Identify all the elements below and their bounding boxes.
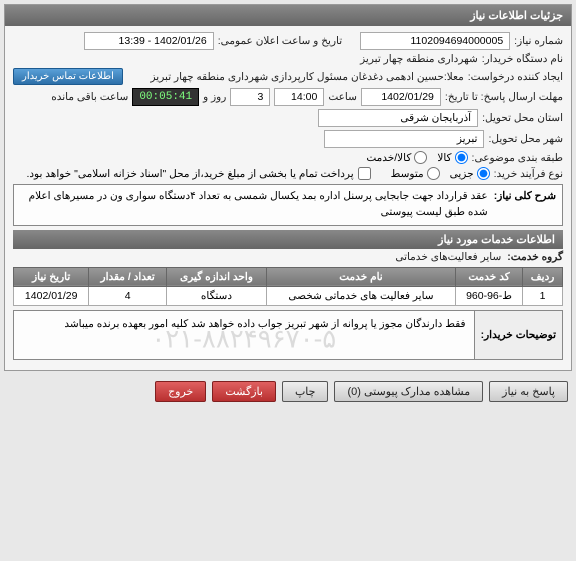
cat-khadamat-option[interactable]: کالا/خدمت [366,151,427,164]
hour-label-1: ساعت [328,91,357,103]
td-code: ط-96-960 [455,286,522,305]
deadline-hour: 14:00 [274,88,324,106]
payment-checkbox-label: پرداخت تمام یا بخشی از مبلغ خرید،از محل … [26,168,353,180]
proc-motavaset-radio[interactable] [427,167,440,180]
days-value: 3 [230,88,270,106]
services-header: اطلاعات خدمات مورد نیاز [13,230,563,249]
desc-text: عقد قرارداد جهت جابجایی پرسنل اداره بمد … [20,189,488,221]
th-date: تاریخ نیاز [14,267,89,286]
cat-khadamat-label: کالا/خدمت [366,152,411,164]
back-button[interactable]: بازگشت [212,381,276,402]
th-unit: واحد اندازه گیری [166,267,266,286]
proc-motavaset-label: متوسط [391,168,424,180]
respond-button[interactable]: پاسخ به نیاز [489,381,568,402]
th-code: کد خدمت [455,267,522,286]
payment-checkbox[interactable] [358,167,371,180]
explain-text-wrap: فقط دارندگان مجوز یا پروانه از شهر تبریز… [14,311,474,359]
category-radio-group: کالا کالا/خدمت [366,151,467,164]
service-group-value: سایر فعالیت‌های خدماتی [395,251,501,263]
buyer-explain-block: توضیحات خریدار: فقط دارندگان مجوز یا پرو… [13,310,563,360]
deadline-label: مهلت ارسال پاسخ: تا تاریخ: [445,91,563,103]
form-area: شماره نیاز: 1102094694000005 تاریخ و ساع… [5,26,571,370]
cat-khadamat-radio[interactable] [414,151,427,164]
th-name: نام خدمت [267,267,456,286]
exit-button[interactable]: خروج [155,381,206,402]
proc-jozi-option[interactable]: جزیی [450,167,490,180]
province-value: آذربایجان شرقی [318,109,478,127]
days-label: روز و [203,91,226,103]
creator-label: ایجاد کننده درخواست: [468,71,563,83]
attachments-button[interactable]: مشاهده مدارک پیوستی (0) [334,381,483,402]
proc-motavaset-option[interactable]: متوسط [391,167,440,180]
need-no-value: 1102094694000005 [360,32,510,50]
remain-label: ساعت باقی مانده [51,91,128,103]
table-row: 1 ط-96-960 سایر فعالیت های خدماتی شخصی د… [14,286,563,305]
countdown-timer: 00:05:41 [132,88,199,106]
creator-value: معلا:حسین ادهمی دغدغان مسئول کارپردازی ش… [127,71,464,83]
th-row: ردیف [523,267,563,286]
explain-text: فقط دارندگان مجوز یا پروانه از شهر تبریز… [64,318,465,330]
buyer-label: نام دستگاه خریدار: [482,53,563,65]
process-label: نوع فرآیند خرید: [494,168,563,180]
footer-buttons: پاسخ به نیاز مشاهده مدارک پیوستی (0) چاپ… [0,375,576,408]
province-label: استان محل تحویل: [482,112,563,124]
explain-label: توضیحات خریدار: [474,311,562,359]
td-qty: 4 [89,286,166,305]
td-name: سایر فعالیت های خدماتی شخصی [267,286,456,305]
need-no-label: شماره نیاز: [514,35,563,47]
services-table: ردیف کد خدمت نام خدمت واحد اندازه گیری ت… [13,267,563,306]
panel-title: جزئیات اطلاعات نیاز [5,5,571,26]
contact-buyer-button[interactable]: اطلاعات تماس خریدار [13,68,123,85]
proc-jozi-label: جزیی [450,168,474,180]
proc-jozi-radio[interactable] [477,167,490,180]
cat-kala-radio[interactable] [455,151,468,164]
td-unit: دستگاه [166,286,266,305]
need-details-panel: جزئیات اطلاعات نیاز شماره نیاز: 11020946… [4,4,572,371]
th-qty: تعداد / مقدار [89,267,166,286]
cat-kala-option[interactable]: کالا [437,151,467,164]
td-date: 1402/01/29 [14,286,89,305]
announce-value: 1402/01/26 - 13:39 [84,32,214,50]
payment-checkbox-wrap[interactable]: پرداخت تمام یا بخشی از مبلغ خرید،از محل … [26,167,370,180]
td-row: 1 [523,286,563,305]
service-group-label: گروه خدمت: [507,251,563,263]
buyer-value: شهرداری منطقه چهار تبریز [360,53,478,65]
city-value: تبریز [324,130,484,148]
process-radio-group: جزیی متوسط [391,167,490,180]
announce-label: تاریخ و ساعت اعلان عمومی: [218,35,342,47]
category-label: طبقه بندی موضوعی: [472,152,563,164]
need-description-block: شرح کلی نیاز: عقد قرارداد جهت جابجایی پر… [13,184,563,226]
desc-label: شرح کلی نیاز: [494,189,556,221]
cat-kala-label: کالا [437,152,451,164]
deadline-date: 1402/01/29 [361,88,441,106]
city-label: شهر محل تحویل: [488,133,563,145]
print-button[interactable]: چاپ [282,381,329,402]
